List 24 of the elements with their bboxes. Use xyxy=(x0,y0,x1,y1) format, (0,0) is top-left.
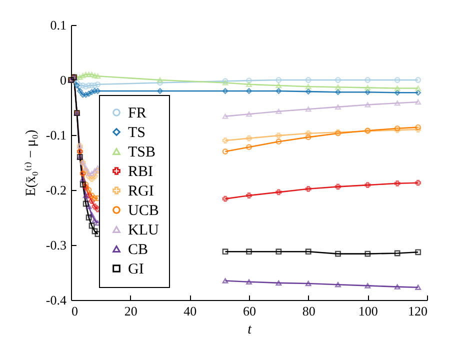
legend-label: UCB xyxy=(128,203,159,219)
y-tick-label: -0.2 xyxy=(46,182,66,198)
y-axis-title: E(x̄₀⁽ᵗ⁾ − μ₀) xyxy=(24,129,39,196)
y-tick-label: 0.1 xyxy=(50,18,66,32)
x-tick-label: 20 xyxy=(124,304,138,318)
legend-label: GI xyxy=(128,262,144,278)
legend-label: TS xyxy=(128,125,146,141)
x-tick-label: 100 xyxy=(358,304,378,318)
x-tick-label: 80 xyxy=(302,304,316,318)
legend-label: FR xyxy=(128,106,146,122)
legend-label: KLU xyxy=(128,222,159,238)
x-axis-title: t xyxy=(248,322,253,338)
legend-label: RGI xyxy=(128,184,154,200)
legend-label: RBI xyxy=(128,164,154,180)
y-tick-label: -0.1 xyxy=(46,128,66,142)
y-tick-label: -0.4 xyxy=(46,292,67,308)
x-tick-label: 120 xyxy=(408,304,428,318)
y-tick-label: -0.3 xyxy=(46,238,66,252)
legend-label: TSB xyxy=(128,144,156,160)
y-tick-label: 0 xyxy=(60,72,66,88)
x-tick-label: 0 xyxy=(72,304,78,318)
x-tick-label: 60 xyxy=(243,304,256,318)
x-tick-label: 40 xyxy=(184,304,197,318)
legend-label: CB xyxy=(128,242,148,258)
